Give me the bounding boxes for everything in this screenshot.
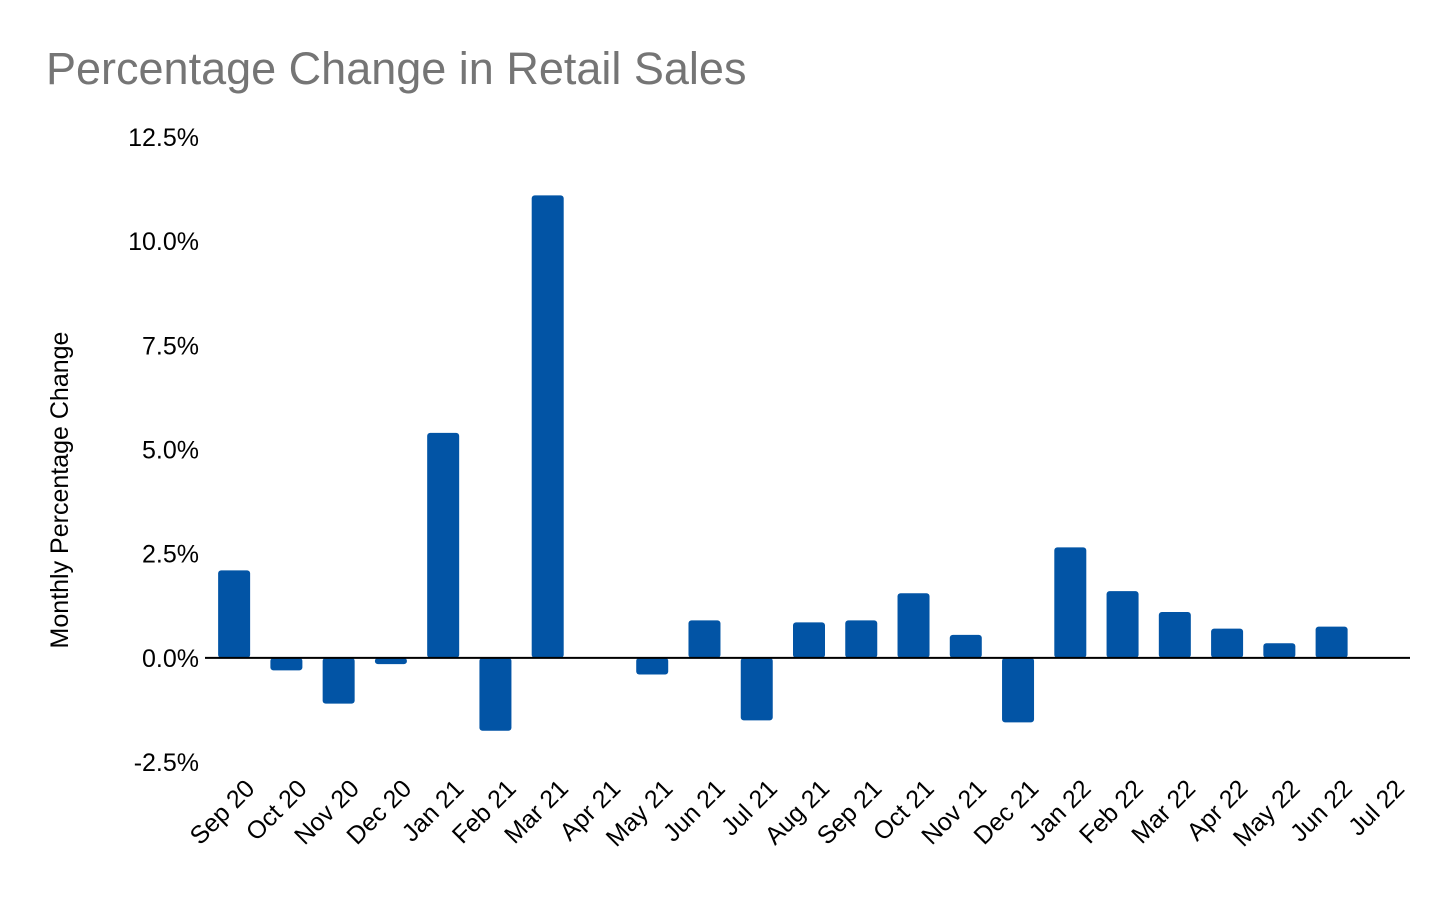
bar <box>218 570 251 658</box>
bar <box>374 657 407 665</box>
x-tick-label: Sep 20 <box>185 774 261 850</box>
y-tick-label: 2.5% <box>142 541 199 569</box>
y-axis-title: Monthly Percentage Change <box>46 332 74 649</box>
bar <box>1158 612 1191 658</box>
bar <box>1315 626 1348 658</box>
bar <box>1106 591 1139 658</box>
bar <box>270 657 303 671</box>
bar-series <box>218 195 1348 731</box>
bar <box>1054 547 1087 658</box>
chart-title: Percentage Change in Retail Sales <box>46 43 746 94</box>
bar <box>897 593 930 658</box>
y-tick-label: 0.0% <box>142 645 199 673</box>
y-axis-ticks: -2.5% 0.0% 2.5% 5.0% 7.5% 10.0% 12.5% <box>128 124 199 777</box>
y-tick-label: -2.5% <box>134 749 199 777</box>
bar <box>479 657 512 731</box>
y-tick-label: 7.5% <box>142 332 199 360</box>
bar <box>1002 657 1035 723</box>
bar <box>740 657 773 721</box>
bar <box>427 432 460 658</box>
bar <box>531 195 564 658</box>
y-tick-label: 5.0% <box>142 437 199 465</box>
bar <box>322 657 355 704</box>
bar <box>949 634 982 658</box>
bar <box>636 657 669 675</box>
bar <box>1211 628 1244 658</box>
bar <box>845 620 878 658</box>
bar <box>1263 643 1296 658</box>
y-tick-label: 12.5% <box>128 124 199 152</box>
bar <box>688 620 721 658</box>
y-tick-label: 10.0% <box>128 228 199 256</box>
bar <box>793 622 825 658</box>
x-tick-label: Jul 22 <box>1343 774 1410 841</box>
